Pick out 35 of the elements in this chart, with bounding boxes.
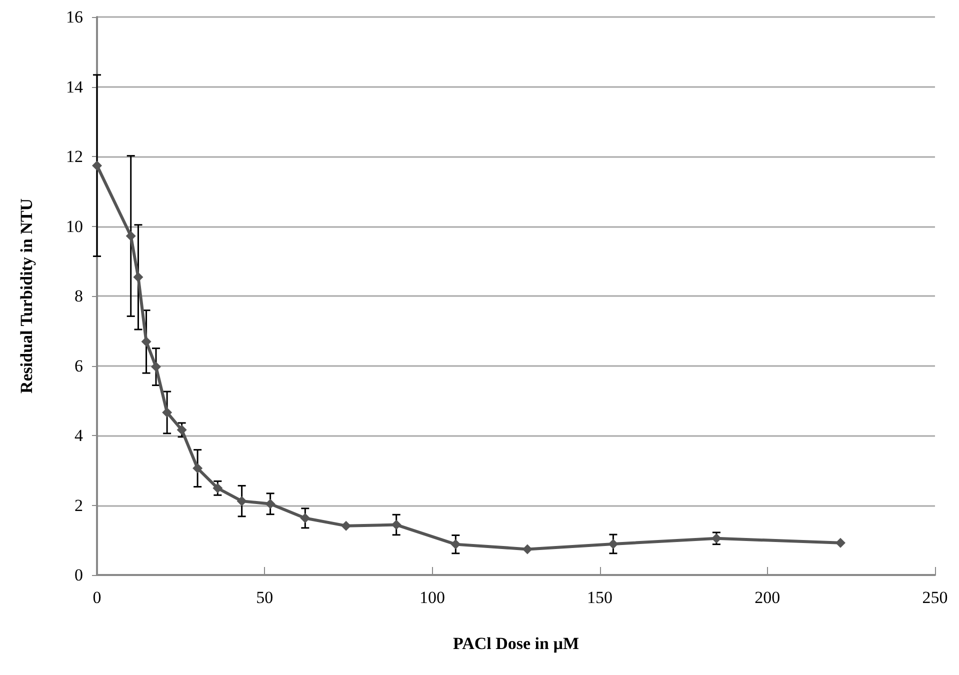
point: [522, 544, 532, 554]
point: [133, 272, 144, 282]
y-tick-label: 16: [66, 8, 83, 26]
y-tick-label: 6: [74, 356, 83, 376]
point: [162, 407, 172, 418]
point: [141, 336, 152, 347]
y-tick-label: 10: [66, 216, 83, 236]
x-axis-title: PACl Dose in µM: [452, 634, 580, 653]
y-tick-label: 12: [66, 147, 83, 166]
x-tick-label: 0: [92, 588, 102, 607]
point: [236, 496, 247, 506]
x-tick-label: 200: [754, 588, 780, 607]
point: [835, 538, 846, 548]
point: [92, 160, 102, 171]
y-axis-title: Residual Turbidity in NTU: [17, 198, 36, 394]
point: [608, 538, 618, 549]
point: [176, 424, 187, 435]
point: [150, 362, 161, 372]
y-tick-label: 2: [74, 496, 83, 515]
point: [192, 463, 203, 474]
y-tick-label: 4: [74, 426, 84, 445]
point: [341, 520, 352, 531]
point: [126, 231, 136, 242]
point: [391, 520, 402, 530]
point: [450, 539, 461, 550]
y-tick-label: 0: [74, 566, 83, 584]
point: [212, 483, 223, 494]
point: [300, 513, 310, 524]
x-tick-label: 150: [587, 588, 613, 607]
point: [265, 498, 276, 509]
x-tick-label: 250: [922, 588, 948, 607]
y-tick-label: 14: [66, 77, 84, 96]
x-tick-label: 50: [256, 588, 274, 607]
x-tick-label: 100: [419, 588, 445, 607]
y-tick-label: 8: [74, 286, 83, 306]
